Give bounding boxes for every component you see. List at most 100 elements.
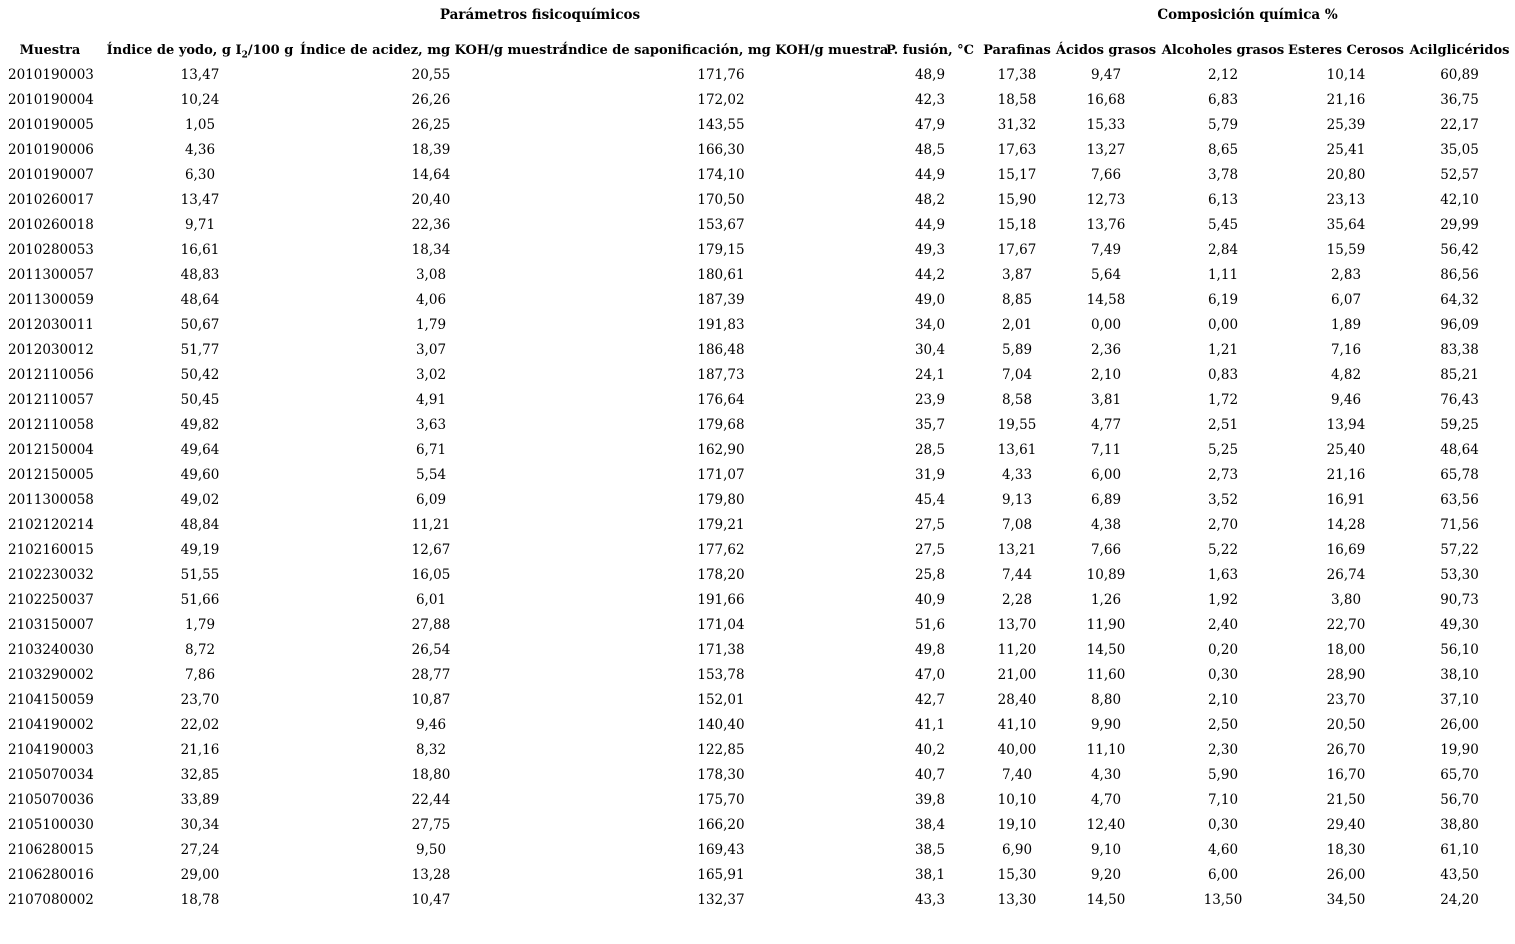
table-row: 2012030011 50,67 1,79 191,83 34,0 2,01 0,00 0,0… [0,312,1515,337]
value-cell: 22,17 [1440,116,1479,133]
value-cell: 3,52 [1207,491,1239,508]
value-cell: 7,16 [1330,341,1362,358]
value-cell: 26,00 [1440,716,1479,733]
sample-id-cell: 2102230032 [8,566,94,583]
value-cell: 187,39 [697,291,745,308]
value-cell: 132,37 [697,891,745,908]
value-cell: 20,80 [1326,166,1366,183]
value-cell: 44,9 [914,216,946,233]
value-cell: 13,27 [1086,141,1126,158]
value-cell: 50,45 [180,391,220,408]
table-row: 2104150059 23,70 10,87 152,01 42,7 28,40 8,80 2… [0,687,1515,712]
value-cell: 2,01 [1001,316,1033,333]
value-cell: 56,42 [1440,241,1479,258]
value-cell: 83,38 [1440,341,1479,358]
value-cell: 2,73 [1207,466,1239,483]
value-cell: 0,20 [1207,641,1239,658]
value-cell: 44,2 [914,266,946,283]
value-cell: 10,14 [1326,66,1366,83]
sample-id-cell: 2102120214 [8,516,94,533]
value-cell: 5,64 [1090,266,1122,283]
value-cell: 1,05 [184,116,216,133]
sample-id-cell: 2104150059 [8,691,94,708]
value-cell: 51,77 [180,341,220,358]
sample-id-cell: 2107080002 [8,891,94,908]
value-cell: 37,10 [1440,691,1479,708]
value-cell: 22,36 [411,216,451,233]
value-cell: 4,30 [1090,766,1122,783]
value-cell: 19,90 [1440,741,1479,758]
value-cell: 48,83 [180,266,220,283]
value-cell: 4,77 [1090,416,1122,433]
group-header-composicion-quimica: Composición química % [1157,7,1338,23]
value-cell: 2,50 [1207,716,1239,733]
value-cell: 26,26 [411,91,451,108]
value-cell: 44,9 [914,166,946,183]
value-cell: 13,50 [1203,891,1243,908]
value-cell: 86,56 [1440,266,1479,283]
value-cell: 9,47 [1090,66,1122,83]
table-row: 2011300058 49,02 6,09 179,80 45,4 9,13 6,89 3,5… [0,487,1515,512]
value-cell: 38,1 [914,866,946,883]
value-cell: 1,79 [415,316,447,333]
value-cell: 15,33 [1086,116,1126,133]
sample-id-cell: 2010260018 [8,216,94,233]
value-cell: 171,76 [697,66,745,83]
col-header-indice-saponificacion: Índice de saponificación, mg KOH/g muest… [562,43,889,58]
value-cell: 152,01 [697,691,745,708]
value-cell: 15,90 [997,191,1037,208]
group-header-row: Parámetros fisicoquímicos Composición qu… [0,2,1515,28]
value-cell: 14,28 [1326,516,1366,533]
value-cell: 1,72 [1207,391,1239,408]
value-cell: 13,21 [997,541,1037,558]
value-cell: 60,89 [1440,66,1479,83]
col-header-indice-yodo-prefix: Índice de yodo, g I [106,43,242,58]
value-cell: 7,04 [1001,366,1033,383]
value-cell: 162,90 [697,441,745,458]
value-cell: 23,70 [1326,691,1366,708]
value-cell: 38,5 [914,841,946,858]
value-cell: 6,01 [415,591,447,608]
value-cell: 25,41 [1326,141,1366,158]
value-cell: 187,73 [697,366,745,383]
sample-id-cell: 2012030011 [8,316,94,333]
sample-id-cell: 2011300059 [8,291,94,308]
value-cell: 36,75 [1440,91,1479,108]
value-cell: 18,58 [997,91,1037,108]
value-cell: 5,25 [1207,441,1239,458]
value-cell: 7,40 [1001,766,1033,783]
value-cell: 5,90 [1207,766,1239,783]
value-cell: 35,05 [1440,141,1479,158]
value-cell: 3,08 [415,266,447,283]
value-cell: 28,90 [1326,666,1366,683]
value-cell: 153,67 [697,216,745,233]
value-cell: 45,4 [914,491,946,508]
sample-id-cell: 2010260017 [8,191,94,208]
value-cell: 10,87 [411,691,451,708]
value-cell: 6,83 [1207,91,1239,108]
value-cell: 171,38 [697,641,745,658]
value-cell: 7,10 [1207,791,1239,808]
value-cell: 30,4 [914,341,946,358]
table-row: 2104190002 22,02 9,46 140,40 41,1 41,10 9,90 2,… [0,712,1515,737]
value-cell: 14,50 [1086,891,1126,908]
value-cell: 6,89 [1090,491,1122,508]
value-cell: 43,50 [1440,866,1479,883]
col-header-muestra: Muestra [19,43,81,58]
value-cell: 29,40 [1326,816,1366,833]
value-cell: 7,49 [1090,241,1122,258]
value-cell: 4,60 [1207,841,1239,858]
value-cell: 35,64 [1326,216,1366,233]
value-cell: 2,84 [1207,241,1239,258]
value-cell: 11,20 [997,641,1037,658]
value-cell: 76,43 [1440,391,1479,408]
sample-id-cell: 2011300057 [8,266,94,283]
value-cell: 38,10 [1440,666,1479,683]
value-cell: 5,45 [1207,216,1239,233]
value-cell: 172,02 [697,91,745,108]
table-row: 2010280053 16,61 18,34 179,15 49,3 17,67 7,49 2… [0,237,1515,262]
value-cell: 65,78 [1440,466,1479,483]
col-header-acidos-grasos: Ácidos grasos [1055,43,1157,58]
value-cell: 28,77 [411,666,451,683]
value-cell: 85,21 [1440,366,1479,383]
